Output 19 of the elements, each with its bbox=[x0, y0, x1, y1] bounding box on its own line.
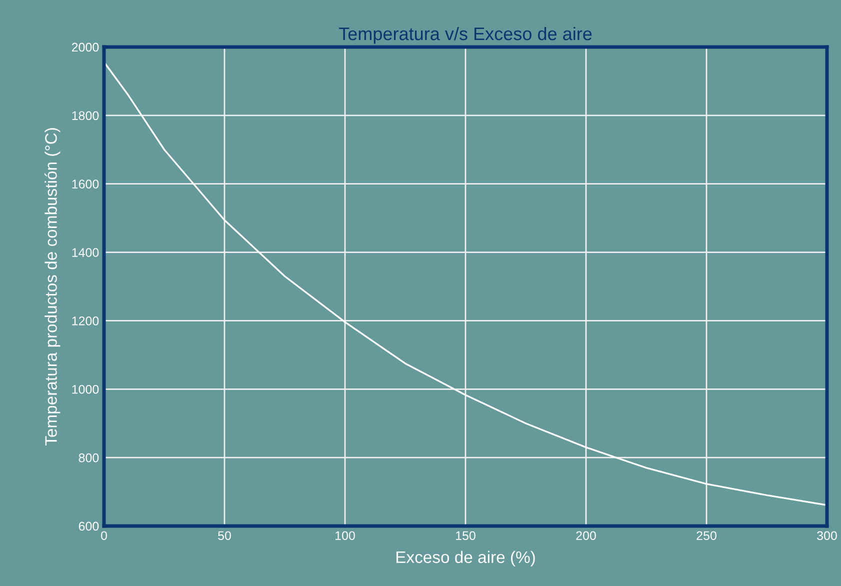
x-tick-label: 300 bbox=[817, 531, 837, 540]
y-tick-label: 600 bbox=[78, 522, 99, 531]
y-tick-label: 1800 bbox=[72, 111, 99, 120]
x-axis-title: Exceso de aire (%) bbox=[396, 550, 535, 566]
y-tick-label: 1600 bbox=[72, 180, 99, 189]
y-tick-label: 1200 bbox=[72, 316, 99, 326]
chart-title: Temperatura v/s Exceso de aire bbox=[338, 26, 592, 44]
x-tick-label: 50 bbox=[218, 531, 231, 540]
x-tick-label: 200 bbox=[576, 531, 596, 540]
x-tick-label: 150 bbox=[456, 531, 476, 540]
y-tick-label: 800 bbox=[78, 453, 99, 462]
x-tick-label: 100 bbox=[336, 531, 355, 540]
y-tick-label: 1400 bbox=[72, 248, 99, 257]
y-axis-title: Temperatura productos de combustión (°C) bbox=[44, 128, 60, 446]
y-tick-label: 2000 bbox=[72, 42, 99, 52]
x-tick-label: 0 bbox=[101, 531, 107, 540]
x-tick-label: 250 bbox=[696, 531, 716, 540]
line-series bbox=[104, 61, 827, 506]
y-tick-label: 1000 bbox=[72, 384, 99, 394]
